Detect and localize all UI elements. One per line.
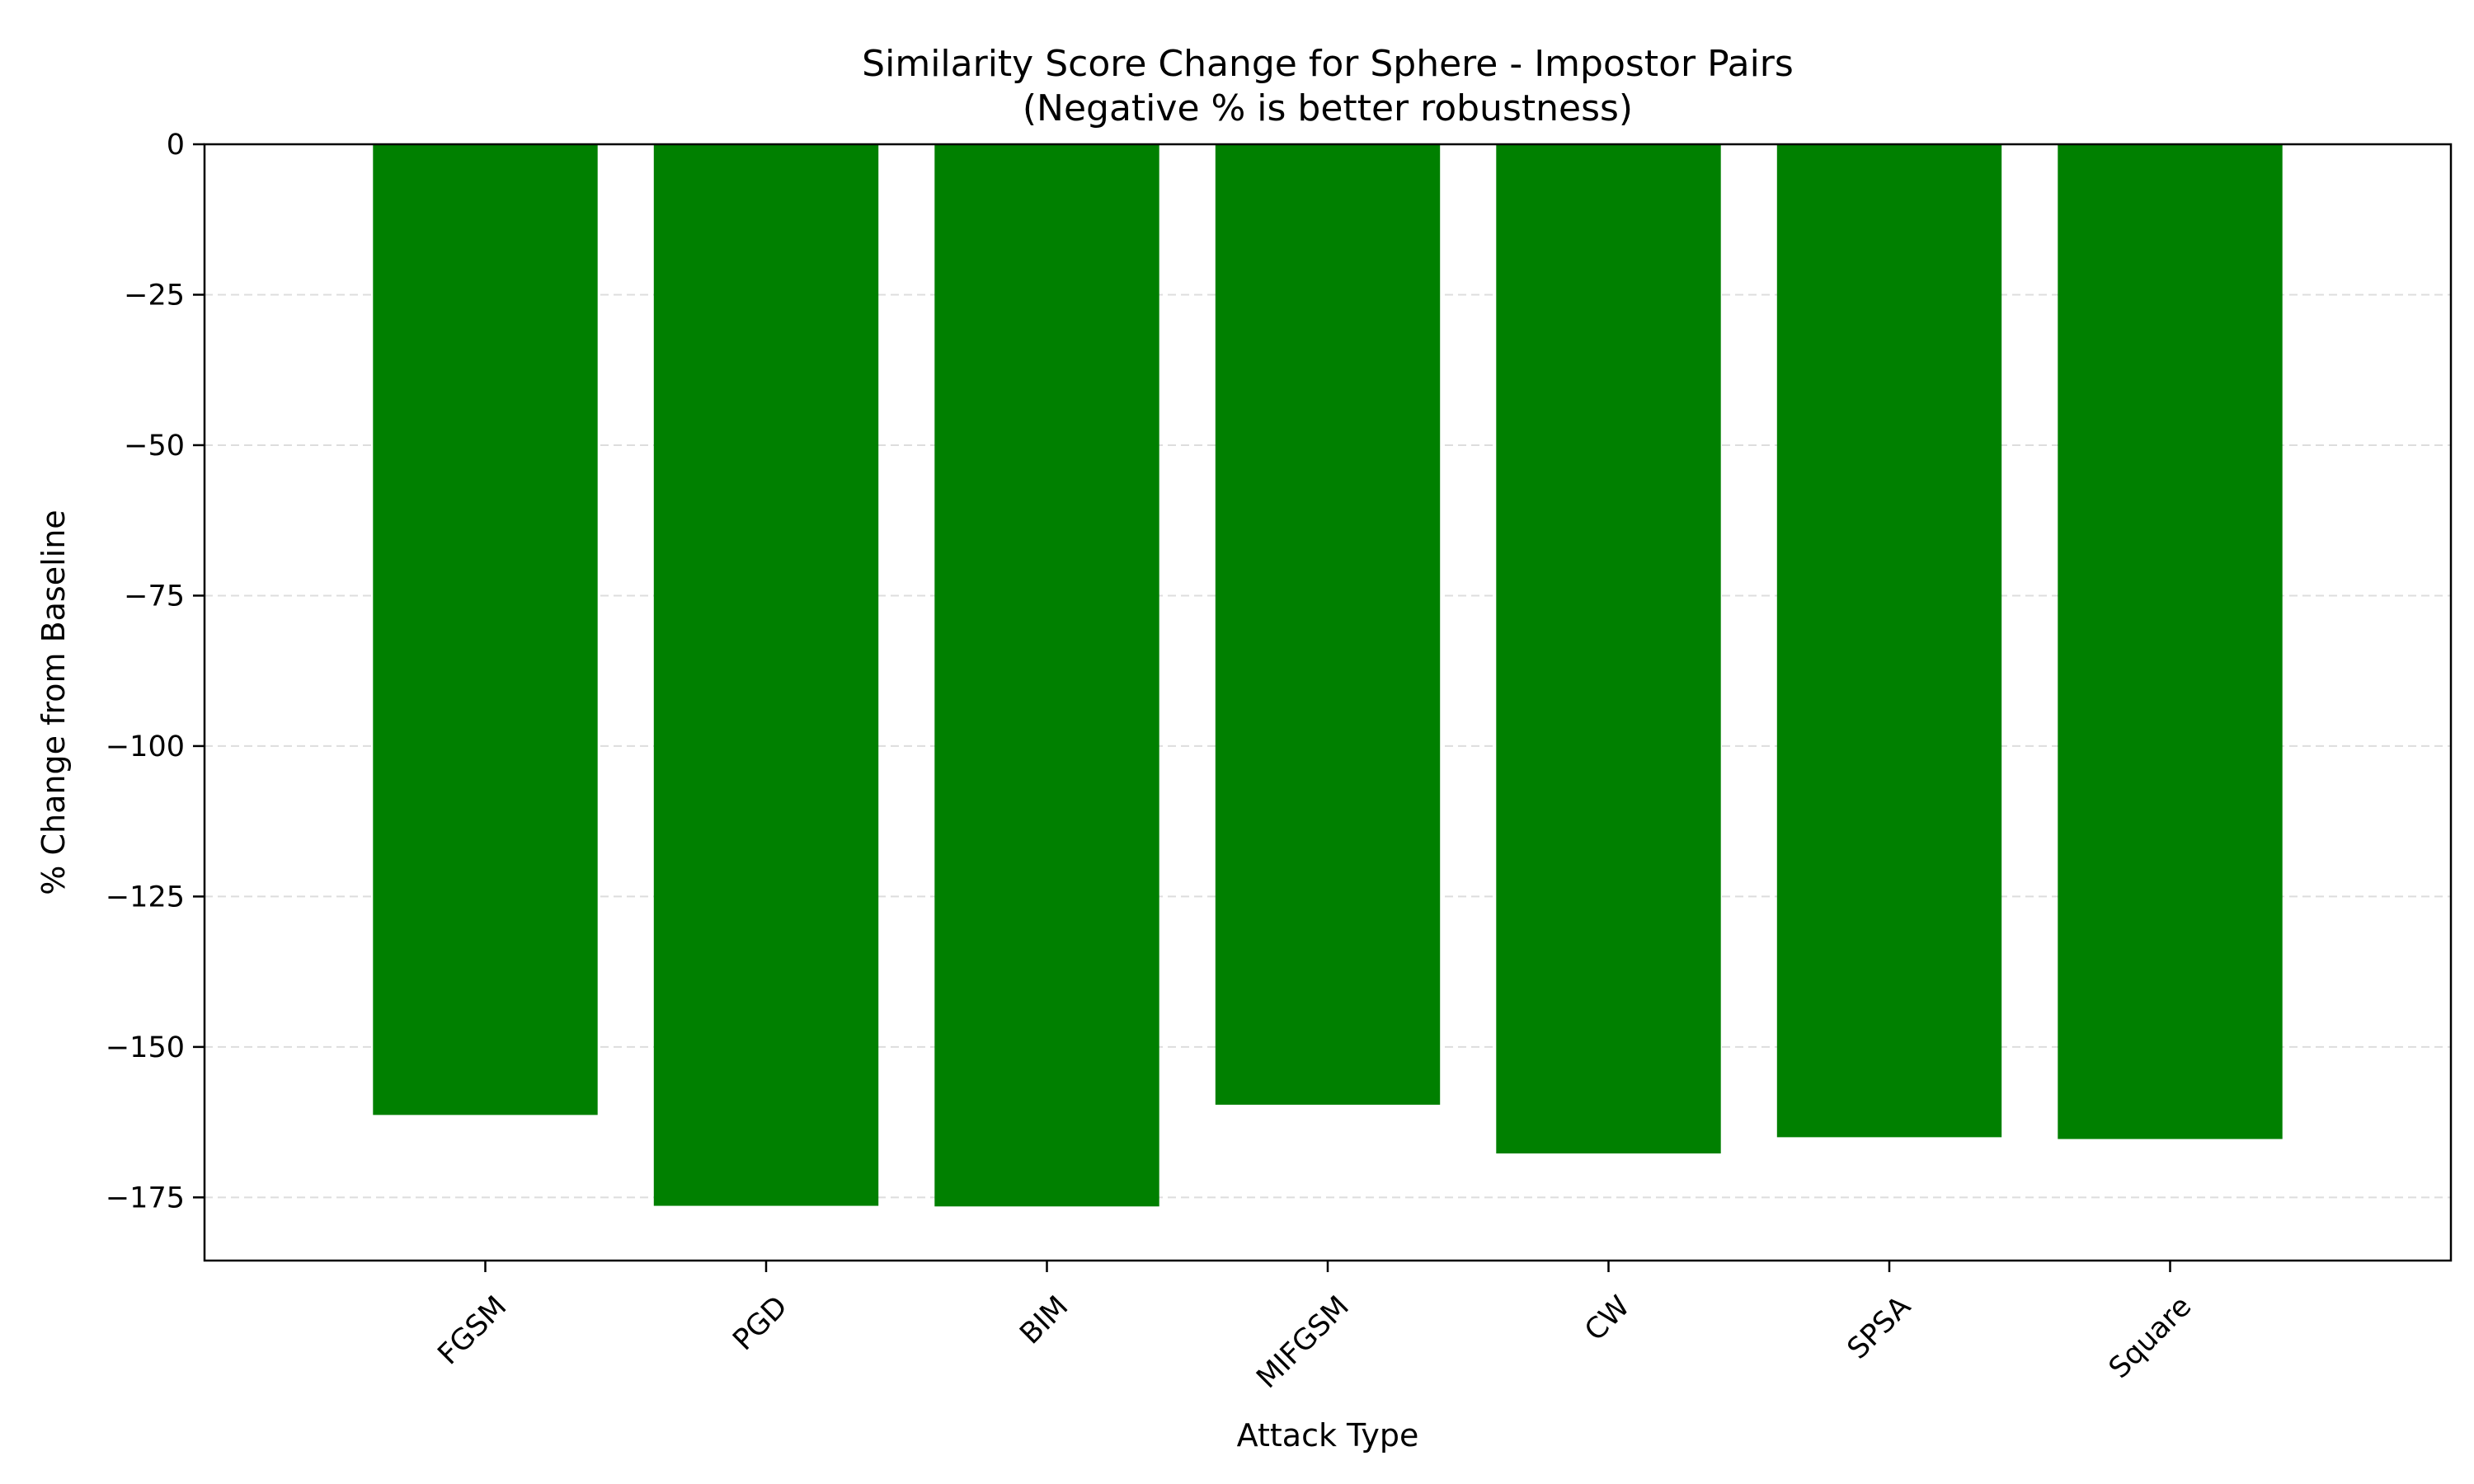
y-tick-label: −150 (106, 1031, 185, 1064)
y-tick-label: −75 (124, 580, 185, 613)
y-tick-label: −50 (124, 430, 185, 463)
y-tick-label: −25 (124, 279, 185, 312)
chart-subtitle: (Negative % is better robustness) (1023, 87, 1633, 129)
x-tick-label: PGD (727, 1290, 793, 1357)
y-axis-ticks: 0 −25 −50 −75 −100 −125 −150 −175 (106, 129, 205, 1214)
bar-fgsm (373, 144, 598, 1115)
x-tick-label: FGSM (432, 1290, 514, 1372)
bar-pgd (653, 144, 879, 1206)
y-tick-label: 0 (167, 129, 185, 162)
bar-mifgsm (1215, 144, 1441, 1105)
x-tick-label: SPSA (1841, 1290, 1917, 1366)
bar-cw (1496, 144, 1721, 1154)
bar-bim (934, 144, 1159, 1207)
bar-spsa (1776, 144, 2002, 1138)
x-axis-ticks: FGSM PGD BIM MIFGSM CW SPSA Square (432, 1261, 2198, 1395)
bars (373, 144, 2283, 1207)
y-tick-label: −100 (106, 730, 185, 763)
y-axis-label: % Change from Baseline (35, 510, 72, 895)
x-tick-label: BIM (1014, 1290, 1075, 1351)
y-tick-label: −175 (106, 1181, 185, 1214)
x-tick-label: CW (1578, 1290, 1636, 1348)
bar-square (2058, 144, 2283, 1139)
y-tick-label: −125 (106, 881, 185, 913)
chart-title: Similarity Score Change for Sphere - Imp… (862, 43, 1794, 85)
x-axis-label: Attack Type (1237, 1417, 1419, 1453)
x-tick-label: Square (2103, 1290, 2198, 1385)
x-tick-label: MIFGSM (1250, 1290, 1355, 1395)
